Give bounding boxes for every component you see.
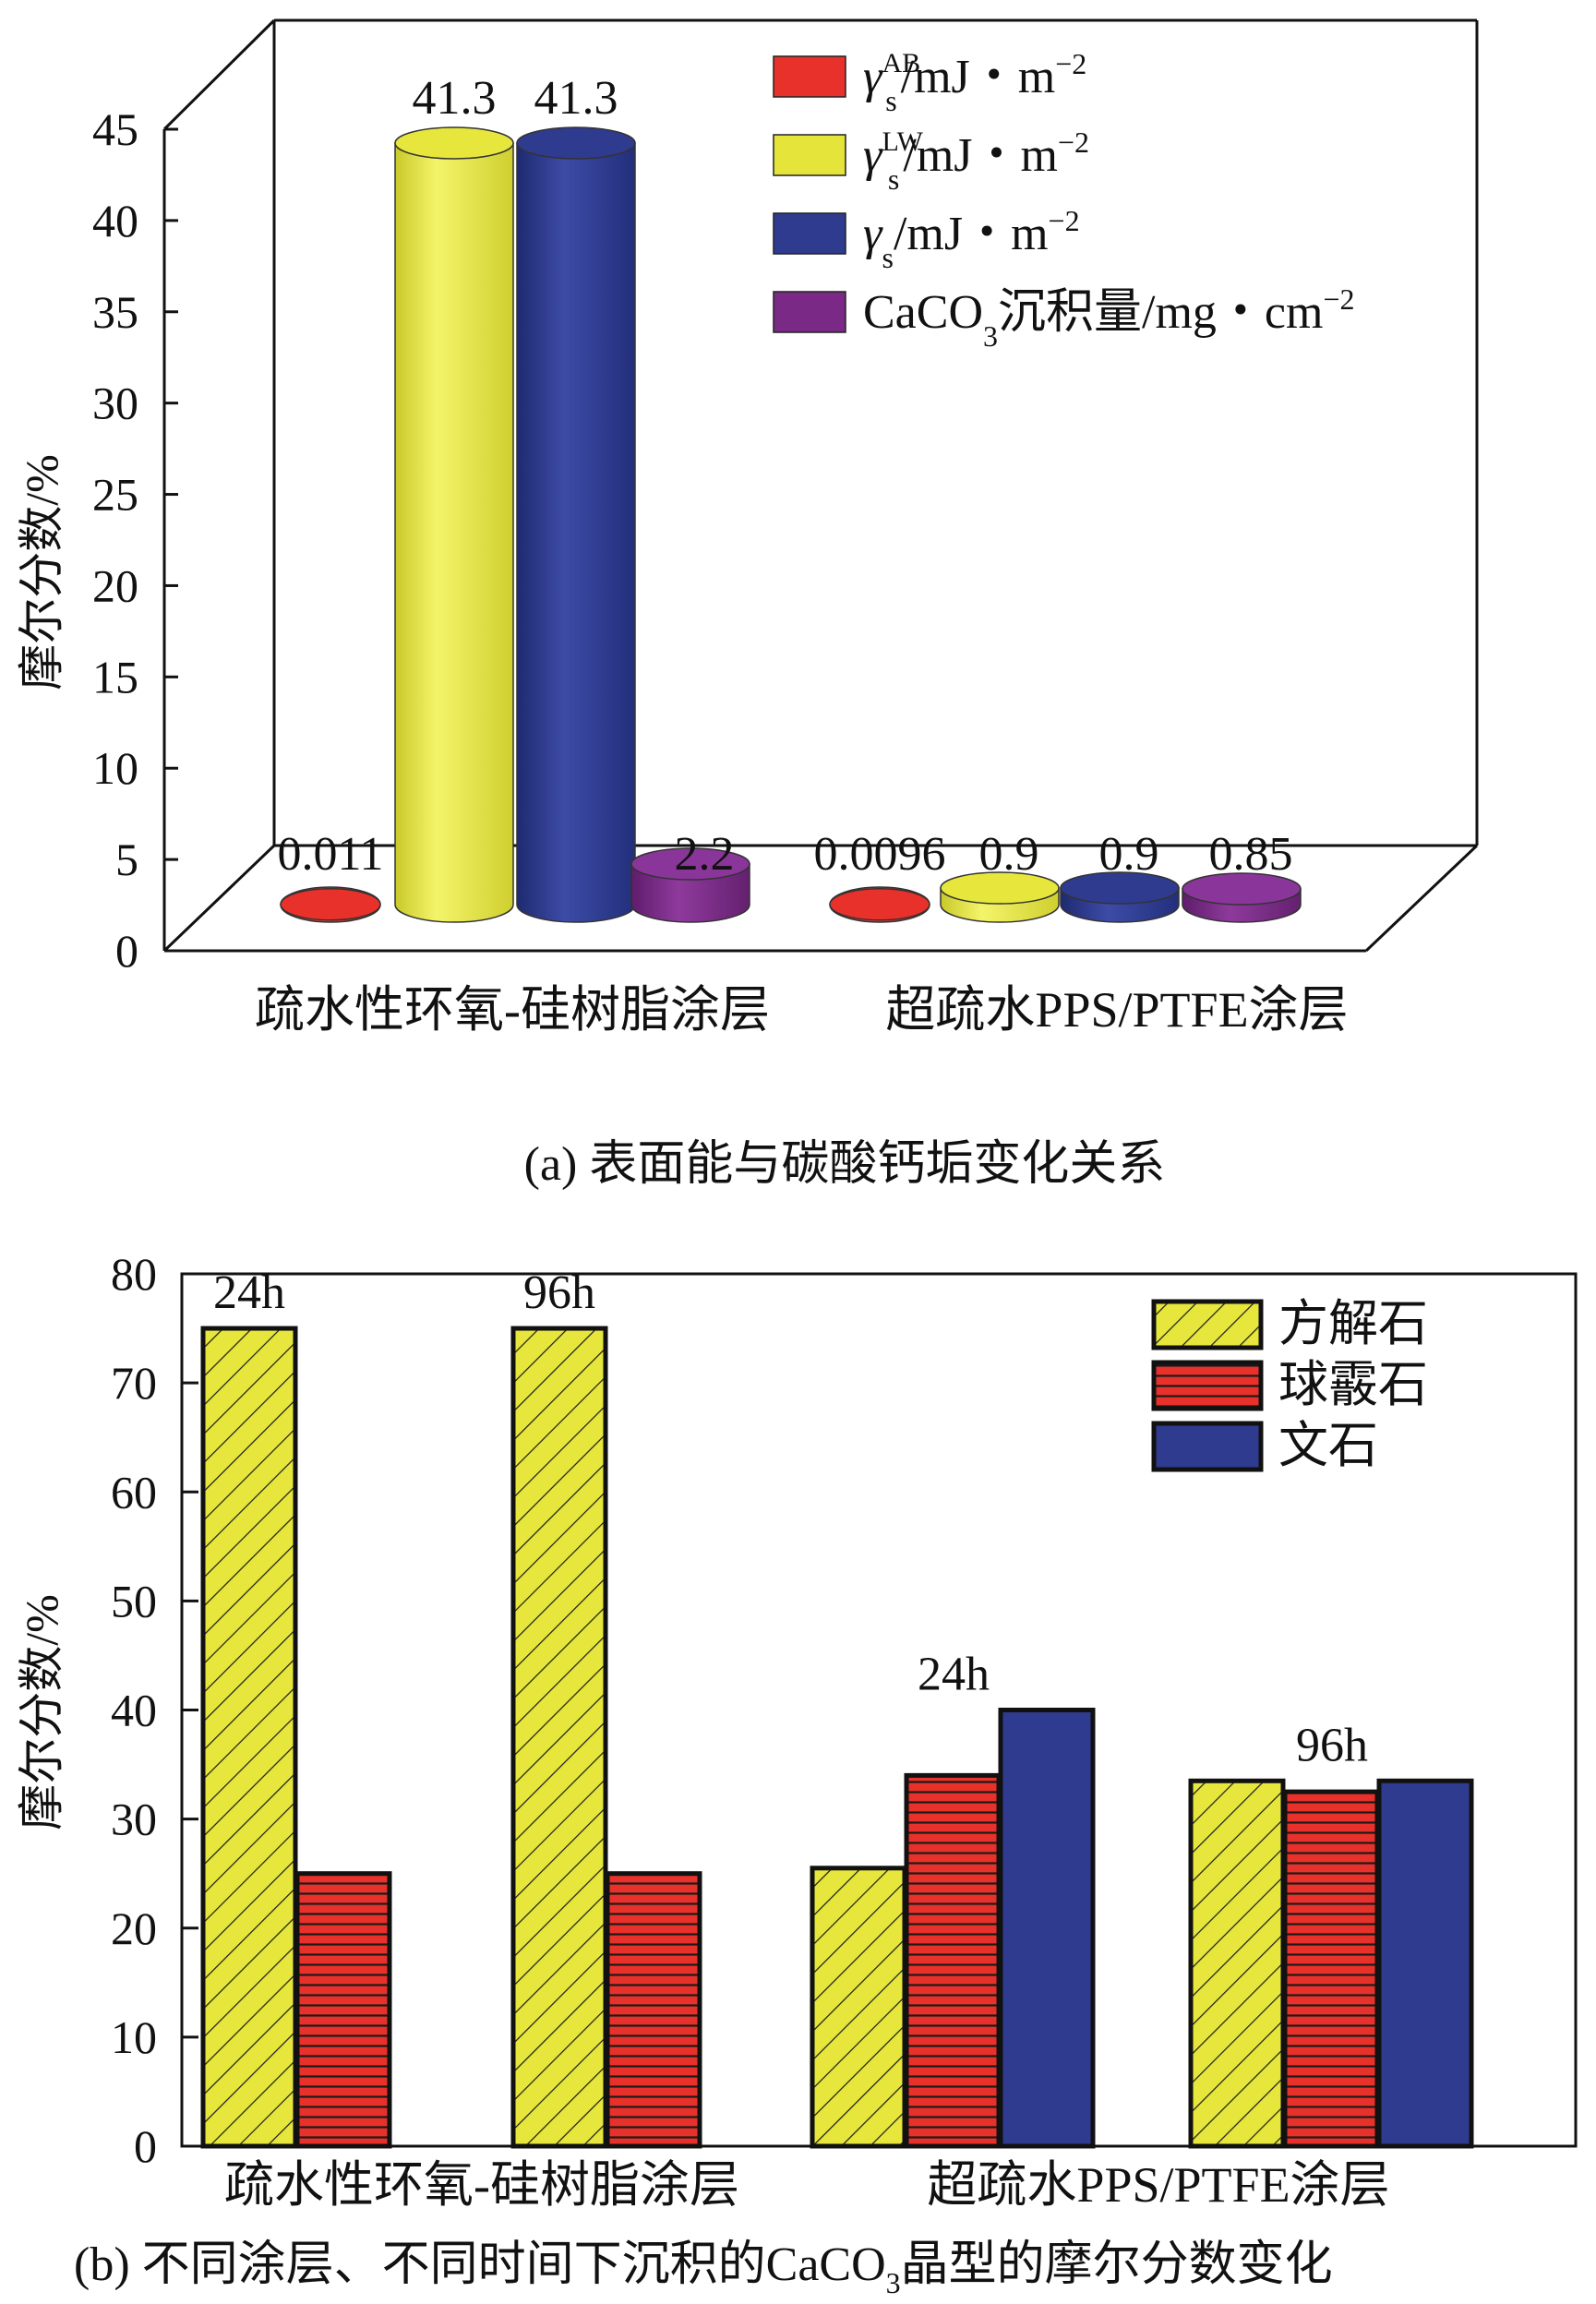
y-tick-label: 30 bbox=[111, 1794, 157, 1845]
legend-swatch bbox=[773, 55, 846, 98]
y-tick-label: 45 bbox=[92, 103, 138, 155]
data-label: 2.2 bbox=[675, 828, 735, 881]
y-tick-label: 0 bbox=[134, 2120, 157, 2172]
bar-1-0 bbox=[510, 1326, 608, 2149]
bar-3-2 bbox=[1376, 1778, 1474, 2149]
bar-0-2: 41.3 bbox=[516, 72, 636, 923]
y-tick-label: 50 bbox=[111, 1575, 157, 1626]
data-label: 0.9 bbox=[979, 828, 1039, 881]
bar-3-1 bbox=[1282, 1789, 1380, 2149]
legend-swatch bbox=[773, 291, 846, 333]
legend-label: CaCO3沉积量/mg・cm−2 bbox=[863, 282, 1354, 353]
legend-swatch bbox=[773, 134, 846, 176]
y-tick-label: 10 bbox=[92, 742, 138, 794]
chart-a-bars: 0.011 41.3 41.3 2.2 0.0096 0.9 0.9 0.85 bbox=[277, 72, 1302, 923]
bar-1-1: 0.9 bbox=[940, 828, 1060, 923]
y-tick-label: 60 bbox=[111, 1466, 157, 1518]
y-tick-label: 70 bbox=[111, 1357, 157, 1409]
x-tick-label: 疏水性环氧-硅树脂涂层 bbox=[224, 2157, 739, 2213]
chart-b-x-axis: 疏水性环氧-硅树脂涂层 超疏水PPS/PTFE涂层 bbox=[224, 2157, 1390, 2213]
group-label: 24h bbox=[213, 1266, 285, 1319]
bar-2-0 bbox=[810, 1866, 907, 2149]
chart-a-legend: γAB s/mJ・m−2 γLW s/mJ・m−2 γs/mJ・m−2 CaCO3沉积量/… bbox=[773, 47, 1354, 353]
y-tick-label: 40 bbox=[111, 1685, 157, 1736]
group-label: 96h bbox=[1296, 1719, 1368, 1771]
bar-1-2: 0.9 bbox=[1060, 828, 1180, 923]
bar-1-1 bbox=[605, 1871, 702, 2149]
bar-2-2 bbox=[998, 1708, 1096, 2149]
data-label: 0.0096 bbox=[814, 828, 946, 881]
y-tick-label: 15 bbox=[92, 651, 138, 702]
y-tick-label: 80 bbox=[111, 1248, 157, 1300]
legend-swatch bbox=[773, 212, 846, 255]
data-label: 0.9 bbox=[1099, 828, 1159, 881]
x-tick-label: 疏水性环氧-硅树脂涂层 bbox=[255, 982, 770, 1038]
chart-a-y-axis-label: 摩尔分数/% bbox=[16, 454, 67, 690]
legend-label: 球霰石 bbox=[1278, 1357, 1428, 1412]
bar-0-3: 2.2 bbox=[630, 828, 750, 923]
y-tick-label: 0 bbox=[115, 925, 138, 977]
bar-0-0: 0.011 bbox=[277, 828, 384, 923]
legend-label: γLW s/mJ・m−2 bbox=[863, 126, 1089, 196]
chart-b-bars: 24h 96h 24h 96h bbox=[200, 1266, 1474, 2149]
legend-label: 文石 bbox=[1278, 1418, 1378, 1473]
legend-label: γs/mJ・m−2 bbox=[863, 204, 1080, 274]
bar-3-0 bbox=[1188, 1778, 1286, 2149]
bar-0-0 bbox=[200, 1326, 298, 2149]
chart-a-y-axis: 0 5 10 15 20 25 30 35 40 45 bbox=[92, 103, 178, 977]
chart-b-caption: (b) 不同涂层、不同时间下沉积的CaCO3晶型的摩尔分数变化 bbox=[74, 2238, 1333, 2299]
bar-2-1 bbox=[904, 1772, 1002, 2149]
chart-b-y-axis-label: 摩尔分数/% bbox=[16, 1594, 67, 1830]
data-label: 0.85 bbox=[1209, 828, 1293, 881]
legend-label: γAB s/mJ・m−2 bbox=[863, 47, 1086, 117]
group-label: 24h bbox=[918, 1649, 990, 1701]
chart-a: 0 5 10 15 20 25 30 35 40 45 摩尔分数/% 0.011 41.3 41.3 2… bbox=[16, 18, 1479, 1191]
data-label: 0.011 bbox=[277, 828, 383, 881]
x-tick-label: 超疏水PPS/PTFE涂层 bbox=[885, 982, 1348, 1038]
legend-label: 方解石 bbox=[1278, 1296, 1428, 1351]
y-tick-label: 40 bbox=[92, 195, 138, 246]
y-tick-label: 5 bbox=[115, 834, 138, 885]
y-tick-label: 25 bbox=[92, 469, 138, 521]
chart-a-caption: (a) 表面能与碳酸钙垢变化关系 bbox=[524, 1138, 1166, 1191]
bar-1-0: 0.0096 bbox=[814, 828, 946, 923]
y-tick-label: 30 bbox=[92, 378, 138, 429]
legend-swatch bbox=[1151, 1421, 1264, 1472]
bar-0-1: 41.3 bbox=[394, 72, 514, 923]
x-tick-label: 超疏水PPS/PTFE涂层 bbox=[927, 2157, 1389, 2213]
legend-swatch bbox=[1151, 1299, 1264, 1350]
data-label: 41.3 bbox=[534, 72, 618, 125]
data-label: 41.3 bbox=[413, 72, 497, 125]
y-tick-label: 10 bbox=[111, 2011, 157, 2063]
bar-1-3: 0.85 bbox=[1182, 828, 1302, 923]
chart-a-x-axis: 疏水性环氧-硅树脂涂层 超疏水PPS/PTFE涂层 bbox=[255, 982, 1349, 1038]
y-tick-label: 20 bbox=[92, 559, 138, 611]
y-tick-label: 35 bbox=[92, 286, 138, 338]
bar-0-1 bbox=[294, 1871, 392, 2149]
chart-b-y-axis: 0 10 20 30 40 50 60 70 80 bbox=[111, 1248, 198, 2172]
group-label: 96h bbox=[523, 1266, 595, 1319]
y-tick-label: 20 bbox=[111, 1902, 157, 1954]
legend-swatch bbox=[1151, 1360, 1264, 1411]
